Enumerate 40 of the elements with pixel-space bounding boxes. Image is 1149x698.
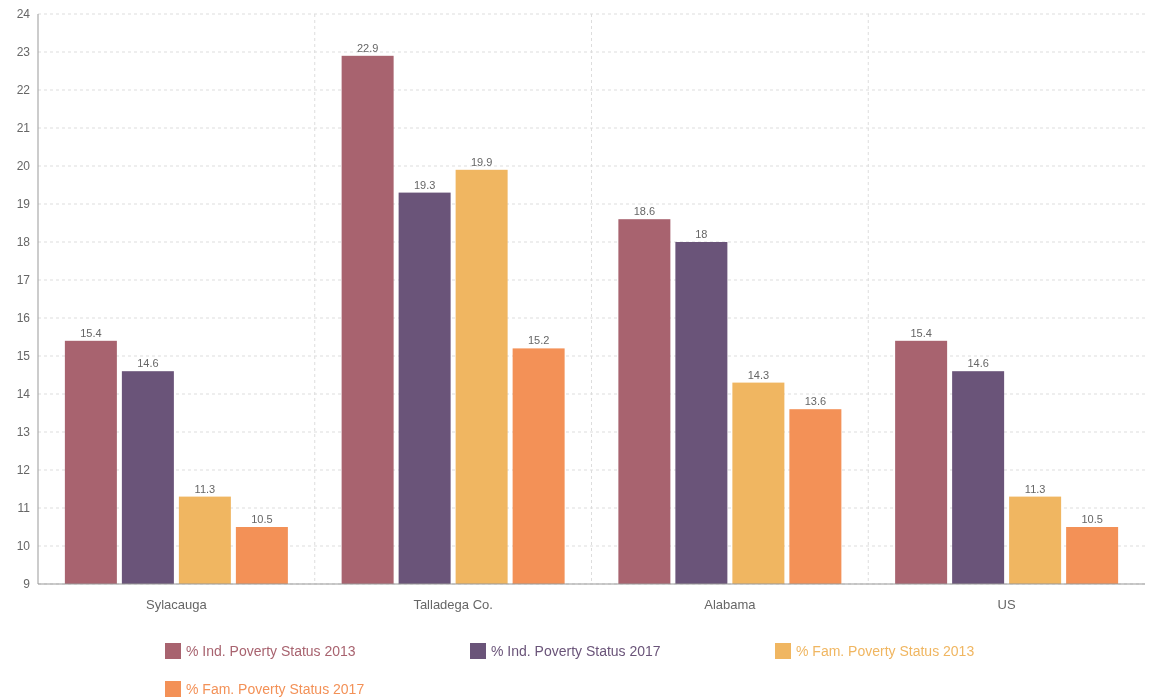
legend-label: % Fam. Poverty Status 2013 xyxy=(796,643,975,659)
y-tick-label: 24 xyxy=(16,7,31,21)
data-label: 15.2 xyxy=(527,334,550,347)
data-label: 11.3 xyxy=(1024,482,1046,495)
y-tick-label: 12 xyxy=(16,463,31,477)
data-label: 15.4 xyxy=(80,326,102,339)
data-label: 22.9 xyxy=(356,41,379,54)
y-tick-label: 13 xyxy=(16,425,31,439)
y-tick-label: 20 xyxy=(16,159,31,173)
y-tick-label: 21 xyxy=(16,121,31,135)
data-label: 11.3 xyxy=(194,482,216,495)
data-label: 19.3 xyxy=(413,178,436,191)
legend-label: % Ind. Poverty Status 2013 xyxy=(186,643,356,659)
legend-label: % Ind. Poverty Status 2017 xyxy=(491,643,661,659)
data-label: 10.5 xyxy=(1081,513,1103,525)
y-tick-label: 15 xyxy=(16,349,31,363)
y-tick-label: 14 xyxy=(16,387,31,401)
data-label: 14.6 xyxy=(137,357,159,370)
y-tick-label: 10 xyxy=(16,539,31,553)
y-tick-label: 16 xyxy=(16,311,31,325)
y-tick-label: 22 xyxy=(16,83,31,97)
data-label: 15.4 xyxy=(910,326,932,339)
data-label: 14.3 xyxy=(747,368,770,381)
data-label: 19.9 xyxy=(470,155,493,168)
data-label: 13.6 xyxy=(804,395,827,408)
y-tick-label: 19 xyxy=(16,197,31,211)
legend-label: % Fam. Poverty Status 2017 xyxy=(186,681,365,697)
x-tick-label: US xyxy=(997,597,1016,612)
data-label: 10.5 xyxy=(251,513,273,525)
x-tick-label: Talladega Co. xyxy=(413,597,493,612)
x-tick-label: Alabama xyxy=(704,597,757,612)
y-tick-label: 11 xyxy=(17,501,31,515)
y-tick-label: 17 xyxy=(16,273,31,287)
x-tick-label: Sylacauga xyxy=(146,597,208,612)
y-tick-label: 23 xyxy=(16,45,31,59)
y-tick-label: 9 xyxy=(23,577,31,591)
data-label: 18.6 xyxy=(633,205,656,218)
data-label: 18 xyxy=(695,228,708,240)
y-tick-label: 18 xyxy=(16,235,31,249)
data-label: 14.6 xyxy=(967,357,989,370)
